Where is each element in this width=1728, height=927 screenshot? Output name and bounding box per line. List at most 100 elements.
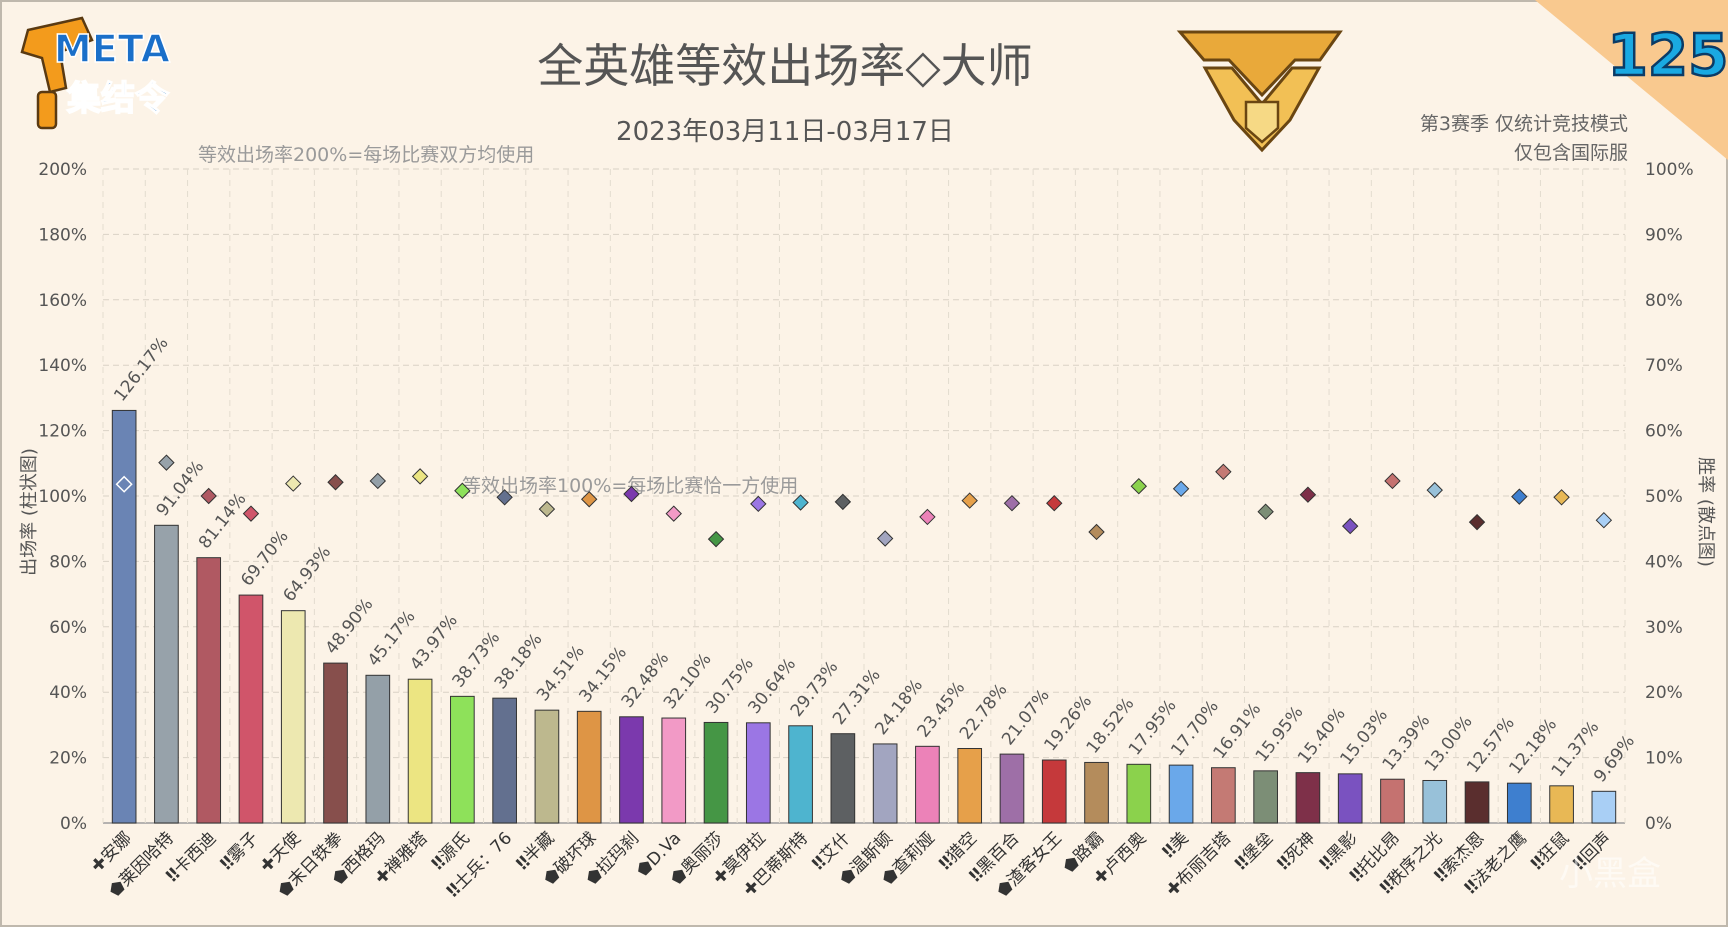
bar-24 [1084,761,1109,824]
winrate-point-23 [1046,494,1063,512]
y-axis-ticks: 0% 20% 40% 60% 80% 100% 120% 140% 160% 180% 200% [38,160,87,834]
bar-30 [1337,773,1363,824]
bar-20 [915,745,940,824]
bar-5 [280,610,306,824]
bar-33 [1464,781,1490,824]
y2-tick-label: 10% [1645,749,1683,769]
y2-tick-label: 20% [1645,683,1683,703]
megaphone-icon [20,16,94,94]
bar-19 [872,743,898,824]
y-tick-label: 80% [49,552,87,572]
bar-25 [1126,763,1152,824]
bar-series [111,409,1617,824]
bar-34 [1506,782,1532,824]
y-tick-label: 160% [38,291,87,311]
bar-14 [661,717,687,824]
y-tick-label: 100% [38,487,87,507]
y2-tick-label: 70% [1645,356,1683,376]
winrate-point-36 [1595,511,1613,529]
winrate-point-2 [158,454,175,471]
winrate-point-26 [1172,480,1190,498]
bar-27 [1211,767,1236,824]
y2-tick-label: 0% [1645,814,1672,834]
y2-tick-label: 100% [1645,160,1694,180]
y2-tick-label: 80% [1645,291,1683,311]
corner-badge [1535,0,1728,160]
winrate-point-30 [1341,517,1359,535]
bar-31 [1380,778,1405,824]
winrate-point-33 [1468,513,1486,531]
logo-text-jijieling: 集结令 [66,79,170,119]
page-title: 全英雄等效出场率◇大师 [537,39,1032,93]
y2-axis-ticks: 0% 10% 20% 30% 40% 50% 60% 70% 80% 90% 100% [1645,160,1694,834]
issue-number: 125 [1607,21,1728,89]
winrate-point-32 [1426,481,1443,499]
winrate-point-13 [623,485,640,503]
bar-2 [154,524,179,824]
y2-axis-title: 胜率 (散点图) [1695,457,1716,567]
bar-1 [111,409,137,824]
logo-handle [36,90,58,130]
y-tick-label: 0% [60,814,87,834]
y-axis-title: 出场率 (柱状图) [19,448,40,576]
bar-10 [492,697,517,824]
winrate-point-8 [411,468,429,485]
note-server: 仅包含国际服 [1514,142,1628,164]
y-tick-label: 60% [49,618,87,638]
winrate-point-4 [242,505,260,522]
bar-23 [1041,759,1067,824]
y2-tick-label: 50% [1645,487,1683,507]
winrate-point-6 [327,474,344,491]
winrate-point-16 [750,495,767,513]
bar-9 [450,695,475,824]
winrate-point-17 [792,494,809,511]
bar-12 [576,710,602,824]
bar-22 [999,753,1025,824]
bar-18 [830,733,856,824]
bar-15 [703,721,729,824]
winrate-point-19 [876,530,894,547]
winrate-point-29 [1299,486,1317,503]
y2-tick-label: 40% [1645,552,1683,572]
grid [102,168,1626,824]
winrate-point-27 [1215,463,1232,481]
winrate-point-5 [285,475,302,492]
bar-7 [365,674,391,824]
winrate-point-1 [115,475,133,493]
winrate-point-9 [454,482,471,499]
bar-36 [1591,790,1617,824]
winrate-point-21 [961,492,978,509]
winrate-point-22 [1003,494,1021,512]
y-tick-label: 200% [38,160,87,180]
y-tick-label: 40% [49,683,87,703]
annotation-200: 等效出场率200%=每场比赛双方均使用 [198,144,534,166]
y2-tick-label: 90% [1645,225,1683,245]
y-tick-label: 180% [38,225,87,245]
winrate-point-28 [1257,503,1274,520]
bar-29 [1295,772,1321,824]
bar-32 [1422,779,1448,824]
y2-tick-label: 30% [1645,618,1683,638]
winrate-point-7 [369,472,387,490]
y2-tick-label: 60% [1645,422,1683,442]
bar-16 [745,722,771,824]
annotation-100: 等效出场率100%=每场比赛恰一方使用 [462,475,798,497]
winrate-point-24 [1088,523,1105,541]
bar-3 [196,557,222,824]
winrate-point-31 [1384,472,1401,490]
winrate-point-3 [200,487,217,505]
winrate-point-14 [665,505,682,522]
watermark: 小黑盒 [1559,854,1661,894]
winrate-point-35 [1553,489,1570,506]
master-rank-emblem-icon [1176,30,1343,153]
bar-6 [323,662,348,824]
bar-8 [407,678,433,824]
logo-text-meta: META [54,27,171,71]
bar-17 [788,725,813,824]
bar-21 [957,748,983,824]
bar-11 [534,709,560,824]
winrate-series [115,454,1613,548]
